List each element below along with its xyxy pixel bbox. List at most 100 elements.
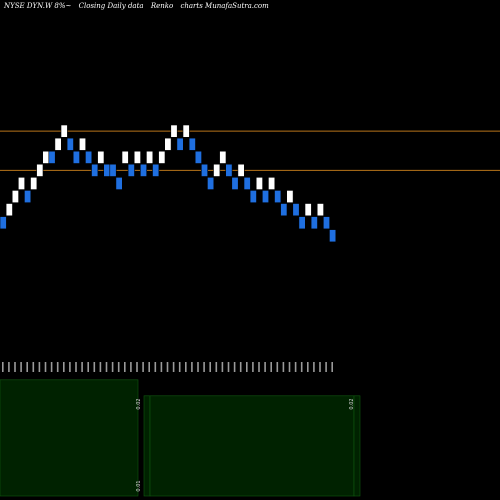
down-brick-51 (310, 216, 318, 230)
date-tick-1 (8, 362, 10, 372)
date-tick-15 (93, 362, 96, 372)
date-tick-42 (258, 362, 260, 372)
volume-tick-label-2: 0.01 (136, 480, 142, 491)
up-brick-50 (304, 203, 312, 217)
down-brick-53 (322, 216, 330, 230)
chart-kind-label: Renko (150, 2, 174, 10)
up-brick-3 (17, 177, 25, 190)
down-brick-4 (24, 190, 32, 203)
down-brick-11 (66, 137, 74, 151)
down-brick-34 (207, 177, 215, 190)
up-brick-20 (121, 150, 129, 164)
date-tick-52 (319, 362, 321, 372)
volume-bar-1 (143, 395, 151, 497)
up-brick-42 (255, 177, 263, 190)
down-brick-32 (194, 150, 202, 164)
date-tick-12 (75, 362, 77, 372)
date-tick-26 (160, 362, 163, 372)
down-brick-14 (85, 150, 93, 164)
date-tick-9 (56, 362, 59, 372)
up-brick-35 (213, 163, 221, 177)
date-tick-6 (38, 362, 41, 372)
date-tick-35 (215, 362, 218, 372)
date-tick-44 (270, 362, 272, 372)
date-tick-18 (111, 362, 114, 372)
up-brick-24 (146, 150, 154, 164)
up-brick-39 (237, 163, 245, 177)
date-tick-17 (105, 362, 108, 372)
down-brick-17 (103, 163, 111, 177)
date-tick-41 (252, 362, 254, 372)
down-brick-49 (298, 216, 306, 230)
down-brick-46 (280, 203, 288, 217)
volume-bar-3 (353, 395, 361, 497)
date-tick-34 (209, 362, 211, 372)
up-brick-10 (60, 124, 68, 138)
date-tick-38 (233, 362, 236, 372)
down-brick-12 (72, 150, 80, 164)
down-brick-18 (109, 163, 117, 177)
down-brick-0 (0, 216, 7, 230)
date-tick-22 (136, 362, 138, 372)
down-brick-31 (188, 137, 196, 151)
renko-bricks (0, 124, 337, 243)
down-brick-54 (329, 229, 337, 243)
date-tick-32 (197, 362, 199, 372)
up-brick-27 (164, 137, 172, 151)
date-tick-11 (69, 362, 71, 372)
date-tick-3 (20, 362, 22, 372)
symbol-label: NYSE DYN.W 8%~ (4, 2, 72, 10)
up-brick-26 (158, 150, 166, 164)
date-tick-46 (282, 362, 285, 372)
date-tick-31 (191, 362, 193, 372)
chart-header: NYSE DYN.W 8%~ Closing Daily data Renko … (4, 2, 274, 10)
date-tick-20 (124, 362, 126, 372)
up-brick-9 (54, 137, 62, 151)
date-tick-8 (50, 362, 53, 372)
date-tick-21 (130, 362, 132, 372)
down-brick-15 (91, 163, 99, 177)
date-tick-54 (331, 362, 333, 372)
down-brick-40 (243, 177, 251, 190)
up-brick-52 (316, 203, 324, 217)
down-brick-45 (274, 190, 282, 203)
date-tick-30 (185, 362, 187, 372)
date-tick-28 (172, 362, 175, 372)
up-brick-6 (36, 163, 44, 177)
date-tick-51 (313, 362, 315, 372)
date-tick-37 (227, 362, 230, 372)
date-tick-7 (44, 362, 47, 372)
up-brick-36 (219, 150, 227, 164)
down-brick-23 (140, 163, 148, 177)
down-brick-19 (115, 177, 123, 190)
up-brick-13 (79, 137, 87, 151)
down-brick-25 (152, 163, 160, 177)
date-tick-36 (221, 362, 224, 372)
down-brick-21 (127, 163, 135, 177)
date-tick-0 (2, 362, 4, 372)
up-brick-7 (42, 150, 50, 164)
date-tick-48 (294, 362, 297, 372)
date-tick-5 (32, 362, 35, 372)
up-brick-1 (5, 203, 13, 217)
up-brick-28 (170, 124, 178, 138)
date-tick-13 (81, 362, 83, 372)
down-brick-41 (249, 190, 257, 203)
up-brick-5 (30, 177, 38, 190)
date-tick-53 (325, 362, 327, 372)
down-brick-48 (292, 203, 300, 217)
up-brick-22 (133, 150, 141, 164)
date-tick-25 (154, 362, 157, 372)
up-brick-44 (268, 177, 276, 190)
date-tick-16 (99, 362, 102, 372)
date-tick-49 (300, 362, 303, 372)
up-brick-30 (182, 124, 190, 138)
date-tick-40 (246, 362, 248, 372)
site-label: charts MunafaSutra.com (180, 2, 269, 10)
date-tick-47 (288, 362, 291, 372)
date-tick-45 (276, 362, 279, 372)
volume-tick-label-1: 0.02 (349, 398, 355, 409)
resistance-lines (0, 130, 500, 171)
down-brick-37 (225, 163, 233, 177)
